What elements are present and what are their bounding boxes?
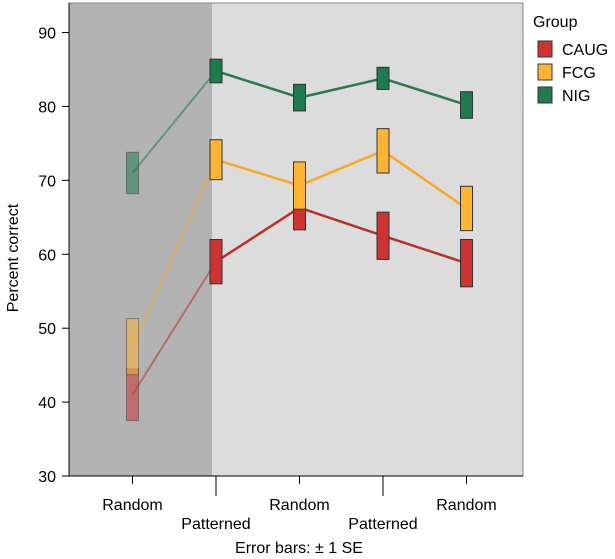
error-bars: [126, 58, 473, 422]
error-bar-fcg: [460, 185, 473, 232]
series-line-caug: [382, 234, 467, 265]
series-line-fcg: [299, 149, 384, 187]
x-tick-label: Random: [436, 497, 496, 514]
y-tick-label: 90: [38, 26, 56, 43]
x-tick-label: Random: [269, 497, 329, 514]
series-line-nig: [215, 69, 300, 99]
y-tick-label: 80: [38, 99, 56, 116]
error-bar-caug: [209, 239, 223, 285]
series-line-fcg: [382, 149, 468, 210]
legend-swatch-caug: [537, 40, 553, 58]
y-tick-label: 50: [38, 321, 56, 338]
legend-label-caug: CAUG: [562, 42, 608, 59]
x-axis: Random Patterned Random Patterned Random: [69, 475, 523, 533]
y-tick-label: 70: [38, 173, 56, 190]
error-bar-fcg: [209, 139, 223, 181]
series-line-nig: [131, 70, 217, 174]
error-bar-fcg: [376, 128, 390, 174]
legend-swatch-nig: [537, 86, 553, 104]
error-bar-caug: [126, 368, 139, 422]
legend: Group CAUG FCG NIG: [533, 14, 608, 105]
legend-swatch-fcg: [537, 63, 553, 81]
y-axis-title: Percent correct: [5, 203, 22, 312]
error-bar-nig: [126, 151, 139, 195]
x-tick-label: Patterned: [348, 516, 417, 533]
series-line-caug: [299, 206, 384, 237]
x-tick-label: Patterned: [181, 516, 250, 533]
y-tick-label: 30: [38, 469, 56, 486]
y-tick-label: 40: [38, 395, 56, 412]
series-line-caug: [131, 261, 217, 396]
legend-title: Group: [533, 14, 578, 31]
legend-label-fcg: FCG: [562, 65, 596, 82]
series-lines: [131, 69, 468, 396]
legend-label-nig: NIG: [562, 88, 590, 105]
series-line-fcg: [215, 158, 300, 187]
error-bar-fcg: [126, 318, 139, 376]
y-axis: 30 40 50 60 70 80 90: [38, 3, 70, 486]
error-bar-nig: [376, 66, 390, 90]
x-tick-label: Random: [102, 497, 162, 514]
series-line-caug: [215, 206, 301, 263]
series-line-nig: [299, 77, 384, 99]
error-bar-caug: [376, 211, 390, 260]
y-tick-label: 60: [38, 247, 56, 264]
error-bar-nig: [460, 91, 473, 119]
footnote: Error bars: ± 1 SE: [235, 540, 363, 557]
shaded-region: [69, 3, 212, 476]
error-bar-nig: [293, 83, 306, 112]
series-line-nig: [382, 77, 467, 107]
error-bar-caug: [460, 239, 473, 288]
error-bar-nig: [209, 58, 223, 84]
series-line-fcg: [131, 159, 217, 348]
error-bar-fcg: [293, 161, 306, 210]
